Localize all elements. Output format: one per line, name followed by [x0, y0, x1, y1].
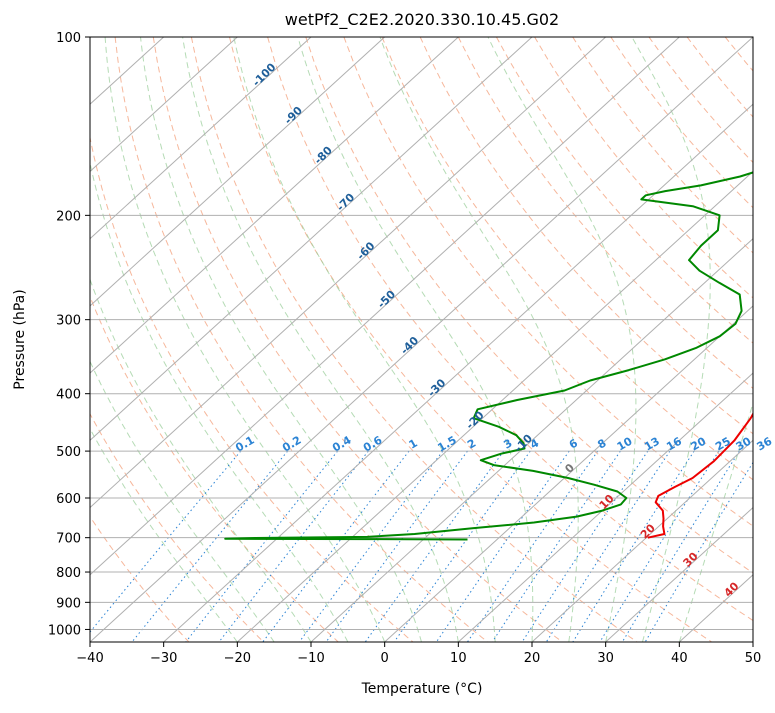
profile-lines: [224, 171, 753, 541]
isotherm-gridline: [605, 506, 753, 642]
x-tick-label: 20: [524, 651, 541, 666]
isotherm-gridline: [531, 439, 753, 642]
moist-adiabat: [631, 37, 711, 642]
y-tick-label: 600: [56, 492, 81, 507]
x-tick-label: −20: [224, 651, 251, 666]
isotherm-gridline: [90, 37, 533, 442]
plot-frame: [89, 36, 754, 643]
dry-adiabat: [267, 37, 753, 622]
isotherm-gridline: [457, 372, 753, 642]
x-tick-label: 30: [597, 651, 614, 666]
background-lines: [90, 37, 753, 642]
gridlines: [90, 37, 753, 642]
mixing-ratio-line: [521, 450, 649, 642]
y-tick-label: 100: [56, 31, 81, 46]
dry-adiabat: [114, 37, 488, 642]
isotherm-gridline: [90, 37, 459, 374]
y-tick-label: 1000: [48, 623, 81, 638]
y-axis-label: Pressure (hPa): [12, 289, 28, 389]
moist-adiabat: [297, 37, 534, 642]
dry-adiabat: [419, 37, 753, 435]
y-tick-label: 300: [56, 314, 81, 329]
y-tick-label: 200: [56, 209, 81, 224]
dry-adiabat: [343, 37, 753, 527]
isotherm-gridline: [90, 37, 238, 173]
mixing-ratio-line: [467, 450, 599, 642]
mixing-ratio-line: [572, 450, 695, 642]
y-tick-label: 400: [56, 388, 81, 403]
temperature-profile: [647, 411, 753, 539]
mixing-ratio-line: [298, 450, 444, 642]
y-tick-label: 500: [56, 445, 81, 460]
dry-adiabat: [190, 37, 638, 642]
chart-title: wetPf2_C2E2.2020.330.10.45.G02: [285, 10, 559, 30]
isotherm-gridline: [90, 37, 312, 240]
y-axis: 100 200 300 400 500 600 700 800 900 1000: [48, 31, 90, 638]
x-tick-label: −40: [76, 651, 103, 666]
moist-adiabat: [379, 37, 579, 642]
mixing-ratio-line: [185, 450, 338, 642]
x-tick-label: 50: [745, 651, 762, 666]
moist-adiabat: [678, 401, 753, 642]
dry-adiabat: [152, 37, 563, 642]
isotherm-gridline: [236, 170, 753, 642]
dry-adiabat: [457, 37, 753, 389]
x-axis-label: Temperature (°C): [361, 681, 483, 697]
mixing-ratio-line: [262, 450, 410, 642]
isotherm-gridline: [384, 305, 753, 642]
y-tick-label: 800: [56, 566, 81, 581]
dewpoint-profile: [224, 171, 753, 541]
isotherm-gridline: [90, 37, 607, 509]
isotherm-gridline: [90, 37, 386, 307]
mixing-ratio-line: [325, 450, 468, 642]
isotherm-gridline: [310, 237, 753, 642]
moist-adiabat: [90, 160, 349, 642]
y-tick-label: 900: [56, 596, 81, 611]
dry-adiabat: [90, 295, 339, 642]
moist-adiabat: [182, 37, 459, 642]
x-tick-label: −10: [297, 651, 324, 666]
x-tick-label: 10: [450, 651, 467, 666]
x-axis: −40 −30 −20 −10 0 10 20 30 40 50: [76, 642, 761, 666]
isotherm-gridline: [163, 103, 753, 642]
x-tick-label: −30: [150, 651, 177, 666]
isotherm-gridline: [90, 37, 753, 642]
moist-adiabat: [487, 37, 637, 642]
x-tick-label: 0: [381, 651, 389, 666]
mixing-ratio-line: [131, 450, 288, 642]
x-tick-label: 40: [671, 651, 688, 666]
moist-adiabat: [233, 37, 496, 642]
mixing-ratio-line: [644, 461, 753, 642]
isotherm-gridline: [90, 37, 680, 576]
y-tick-label: 700: [56, 532, 81, 547]
moist-adiabat: [104, 37, 386, 642]
mixing-ratio-line: [364, 450, 505, 642]
moist-adiabat: [90, 360, 275, 642]
mixing-ratio-line: [218, 450, 369, 642]
moist-adiabat: [90, 427, 238, 642]
moist-adiabat: [140, 37, 422, 642]
dry-adiabat: [90, 412, 264, 642]
